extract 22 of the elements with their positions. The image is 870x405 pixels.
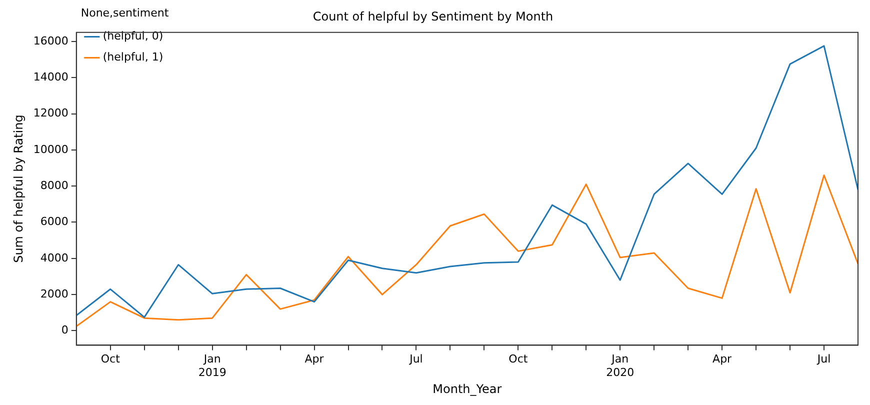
legend-title: None,sentiment [80, 6, 170, 20]
y-tick-label: 2000 [40, 287, 68, 300]
y-tick-label: 6000 [40, 215, 68, 228]
y-tick-label: 8000 [40, 178, 68, 192]
y-tick-label: 4000 [40, 251, 68, 264]
y-axis-title: Sum of helpful by Rating [11, 114, 26, 263]
x-axis-title: Month_Year [432, 382, 502, 396]
x-tick-label: Oct [508, 352, 528, 366]
y-tick-label: 10000 [33, 142, 68, 156]
x-tick-label: Oct [100, 352, 121, 366]
x-tick-label: Apr [712, 352, 732, 366]
x-tick-label: Jan 2020 [606, 352, 634, 379]
x-tick-label: Jul [408, 352, 423, 366]
chart-title: Count of helpful by Sentiment by Month [312, 9, 554, 24]
y-tick-label: 0 [61, 324, 68, 337]
y-tick-label: 12000 [33, 106, 68, 120]
y-tick-label: 16000 [33, 34, 68, 48]
x-tick-label: Jan 2019 [198, 352, 226, 379]
x-tick-label: Apr [304, 352, 324, 366]
x-tick-label: Jul [816, 352, 831, 366]
y-tick-label: 14000 [33, 70, 68, 84]
legend-label: (helpful, 1) [102, 50, 164, 64]
